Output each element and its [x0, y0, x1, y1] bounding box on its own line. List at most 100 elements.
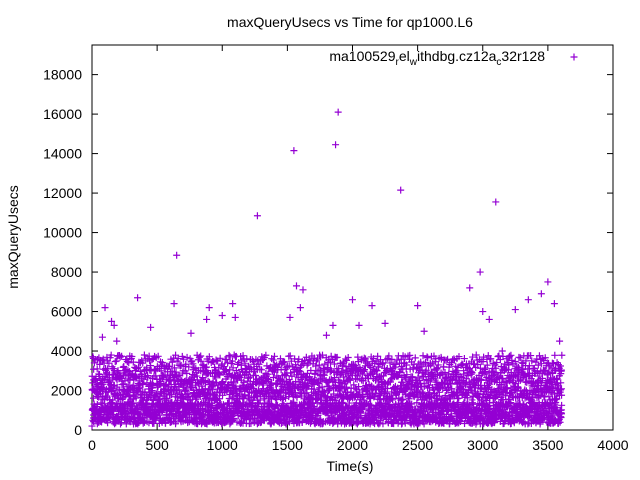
data-point — [556, 337, 564, 345]
data-point — [116, 353, 124, 361]
data-point — [173, 251, 181, 259]
data-point — [326, 368, 334, 376]
x-tick-label: 3000 — [467, 437, 498, 453]
x-tick-label: 2000 — [337, 437, 368, 453]
data-point — [154, 352, 162, 360]
data-point — [190, 364, 198, 372]
data-point — [269, 374, 277, 382]
data-point — [114, 414, 122, 422]
data-point — [275, 416, 283, 424]
y-tick-label: 18000 — [43, 67, 82, 83]
data-point — [237, 361, 245, 369]
data-point — [128, 352, 136, 360]
data-point — [287, 369, 295, 377]
data-point — [234, 360, 242, 368]
data-point — [276, 355, 284, 363]
data-point — [264, 370, 272, 378]
data-point — [286, 313, 294, 321]
data-point — [331, 374, 339, 382]
data-point — [134, 294, 142, 302]
data-point — [118, 352, 126, 360]
data-point — [255, 360, 263, 368]
data-point — [137, 370, 145, 378]
data-point — [239, 352, 247, 360]
data-point — [112, 357, 120, 365]
data-point — [107, 351, 115, 359]
data-point — [114, 367, 122, 375]
data-point — [252, 371, 260, 379]
data-point — [228, 357, 236, 365]
data-point — [88, 422, 96, 430]
data-point — [158, 358, 166, 366]
data-point — [334, 108, 342, 116]
data-point — [126, 392, 134, 400]
data-point — [276, 387, 284, 395]
data-point — [216, 354, 224, 362]
data-point — [328, 409, 336, 417]
data-point — [338, 369, 346, 377]
data-point — [262, 351, 270, 359]
data-point — [334, 420, 342, 428]
data-point — [222, 355, 230, 363]
data-point — [195, 353, 203, 361]
data-point — [96, 360, 104, 368]
data-point — [320, 371, 328, 379]
data-point — [125, 359, 133, 367]
data-point — [270, 352, 278, 360]
data-point — [492, 198, 500, 206]
data-point — [230, 414, 238, 422]
data-point — [117, 419, 125, 427]
data-point — [278, 395, 286, 403]
data-point — [203, 363, 211, 371]
data-point — [197, 357, 205, 365]
data-point — [544, 278, 552, 286]
data-point — [203, 315, 211, 323]
data-point — [98, 379, 106, 387]
data-point — [136, 367, 144, 375]
x-tick-label: 1000 — [207, 437, 238, 453]
data-point — [281, 358, 289, 366]
data-point — [346, 376, 354, 384]
y-axis: 0 2000 4000 6000 8000 10000 12000 14000 16000 180… — [43, 67, 613, 438]
data-point — [155, 395, 163, 403]
data-point — [144, 372, 152, 380]
data-point — [163, 394, 171, 402]
data-point — [290, 147, 298, 155]
data-point — [102, 364, 110, 372]
data-point — [246, 373, 254, 381]
data-point — [345, 375, 353, 383]
data-point — [273, 379, 281, 387]
data-point — [230, 409, 238, 417]
data-point — [177, 361, 185, 369]
data-point — [151, 416, 159, 424]
data-point — [170, 300, 178, 308]
data-point — [101, 304, 109, 312]
data-point — [550, 300, 558, 308]
data-point — [148, 387, 156, 395]
data-point — [232, 366, 240, 374]
data-point — [325, 382, 333, 390]
data-point — [258, 366, 266, 374]
data-point — [224, 399, 232, 407]
data-point — [319, 351, 326, 359]
x-tick-label: 4000 — [597, 437, 628, 453]
data-point — [333, 353, 341, 361]
data-point — [131, 392, 139, 400]
data-point — [537, 290, 545, 298]
data-point — [145, 419, 153, 427]
data-point — [253, 420, 261, 428]
data-point — [330, 360, 338, 368]
y-tick-label: 10000 — [43, 225, 82, 241]
data-point — [351, 384, 359, 392]
x-tick-label: 500 — [145, 437, 169, 453]
data-point — [472, 351, 480, 359]
data-point — [113, 337, 121, 345]
data-point — [216, 395, 224, 403]
y-tick-label: 4000 — [51, 343, 82, 359]
data-point — [93, 365, 101, 373]
y-tick-label: 8000 — [51, 264, 82, 280]
data-point — [215, 370, 223, 378]
data-point — [104, 419, 112, 427]
y-tick-label: 12000 — [43, 185, 82, 201]
data-point — [109, 385, 117, 393]
